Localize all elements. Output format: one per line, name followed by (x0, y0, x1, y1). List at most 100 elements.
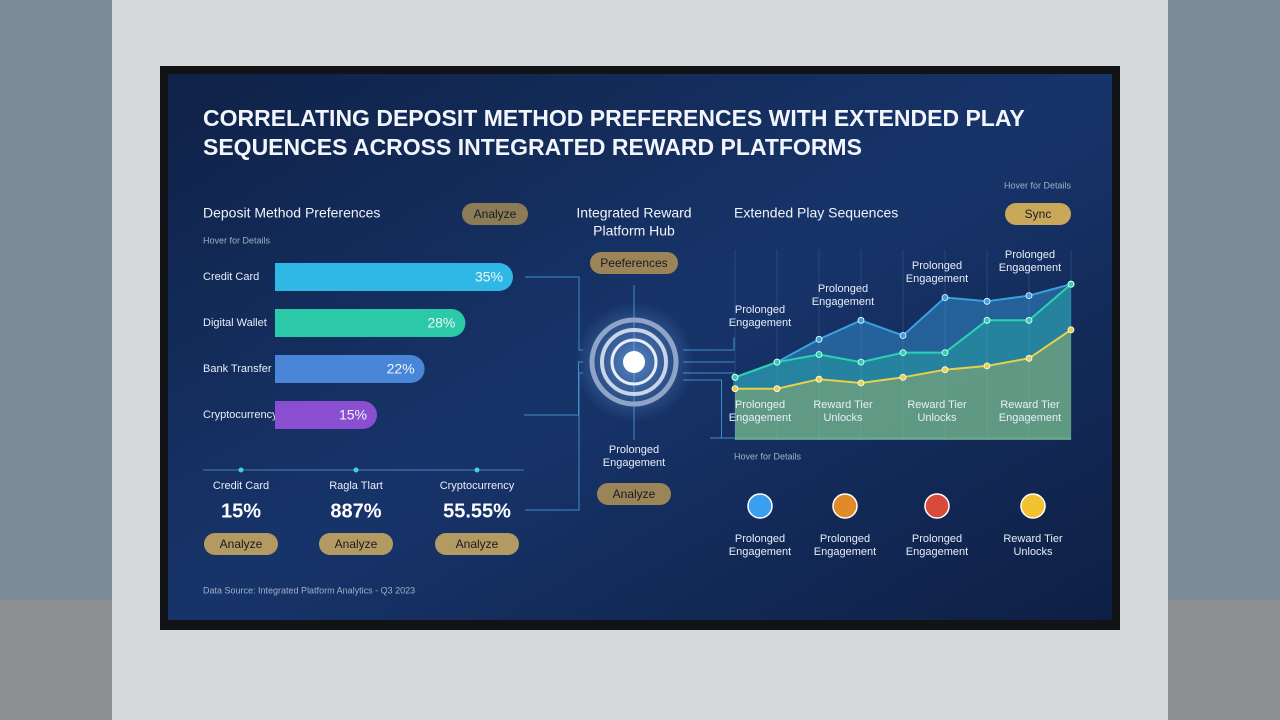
point (941, 366, 949, 374)
annotation: Engagement (999, 412, 1061, 424)
button[interactable] (597, 483, 671, 505)
stat-value: 887% (330, 500, 381, 522)
button[interactable] (204, 533, 278, 555)
button-label[interactable]: Analyze (456, 537, 499, 551)
connector (683, 337, 735, 351)
stat-label: Cryptocurrency (440, 480, 515, 492)
icon-label: Engagement (814, 546, 876, 558)
point (899, 373, 907, 381)
hint: Hover for Details (734, 451, 802, 461)
hub-core (623, 351, 645, 373)
point (815, 335, 823, 343)
source: Data Source: Integrated Platform Analyti… (203, 585, 415, 595)
annotation: Unlocks (823, 412, 863, 424)
value-label: 15% (339, 407, 367, 423)
point (899, 332, 907, 339)
point (857, 316, 865, 324)
category-label: Bank Transfer (203, 363, 272, 375)
hub-ring (600, 328, 668, 396)
button-label[interactable]: Analyze (474, 207, 517, 221)
annotation: Unlocks (917, 412, 957, 424)
value-label: 22% (387, 361, 415, 377)
icon (1020, 493, 1046, 519)
point (773, 358, 781, 366)
point (815, 351, 823, 358)
hint: Hover for Details (1004, 180, 1072, 190)
point (983, 316, 991, 324)
annotation: Engagement (999, 262, 1061, 274)
point (941, 294, 949, 301)
panel-title: Extended Play Sequences (734, 205, 898, 221)
point (1067, 326, 1075, 334)
annotation: Prolonged (818, 283, 868, 295)
icon-label: Engagement (906, 546, 968, 558)
hub-title: Integrated Reward (576, 205, 691, 221)
hub-ring (610, 338, 658, 386)
hub-caption: Prolonged (609, 444, 659, 456)
annotation: Reward Tier (813, 399, 873, 411)
button[interactable] (462, 203, 528, 225)
bar (275, 263, 513, 291)
annotation: Engagement (906, 273, 968, 285)
point (1025, 354, 1033, 362)
point (1067, 280, 1075, 288)
title: SEQUENCES ACROSS INTEGRATED REWARD PLATF… (203, 134, 862, 160)
icon-label: Prolonged (735, 533, 785, 545)
dot (238, 467, 244, 473)
stat-value: 55.55% (443, 500, 511, 522)
annotation: Prolonged (1005, 249, 1055, 261)
value-label: 28% (427, 315, 455, 331)
point (773, 385, 781, 393)
button-label[interactable]: Analyze (335, 537, 378, 551)
hint: Hover for Details (203, 235, 271, 245)
category-label: Credit Card (203, 271, 259, 283)
point (815, 375, 823, 383)
point (941, 349, 949, 357)
bar (275, 355, 425, 383)
category-label: Digital Wallet (203, 317, 267, 329)
button[interactable] (435, 533, 519, 555)
button-label[interactable]: Peeferences (600, 256, 667, 270)
button[interactable] (319, 533, 393, 555)
stat-label: Credit Card (213, 480, 269, 492)
icon (747, 493, 773, 519)
bar-cap (275, 355, 291, 383)
bar (275, 309, 466, 337)
annotation: Engagement (729, 317, 791, 329)
floor (0, 600, 112, 720)
dashboard: CORRELATING DEPOSIT METHOD PREFERENCES W… (203, 105, 1075, 595)
button-label[interactable]: Analyze (613, 487, 656, 501)
button-label[interactable]: Sync (1025, 207, 1052, 221)
icon-label: Engagement (729, 546, 791, 558)
annotation: Prolonged (912, 260, 962, 272)
point (983, 362, 991, 370)
button[interactable] (1005, 203, 1071, 225)
stat-label: Ragla Tlart (329, 480, 383, 492)
hub-title: Platform Hub (593, 223, 675, 239)
area (735, 329, 1071, 440)
bar (275, 401, 377, 429)
bar-cap (275, 309, 291, 337)
icon-label: Reward Tier (1003, 533, 1063, 545)
stat-value: 15% (221, 500, 261, 522)
panel-title: Deposit Method Preferences (203, 205, 380, 221)
value-label: 35% (475, 269, 503, 285)
button[interactable] (590, 252, 678, 274)
dot (474, 467, 480, 473)
icon-label: Prolonged (912, 533, 962, 545)
icon-label: Prolonged (820, 533, 870, 545)
category-label: Cryptocurrency (203, 409, 278, 421)
bar-cap (275, 263, 291, 291)
dot (353, 467, 359, 473)
point (857, 379, 865, 387)
hub-caption: Engagement (603, 457, 665, 469)
icon (832, 493, 858, 519)
point (1025, 292, 1033, 300)
floor (1168, 600, 1280, 720)
hub-ring (589, 317, 679, 407)
point (983, 297, 991, 305)
point (1025, 316, 1033, 324)
point (857, 358, 865, 366)
button-label[interactable]: Analyze (220, 537, 263, 551)
